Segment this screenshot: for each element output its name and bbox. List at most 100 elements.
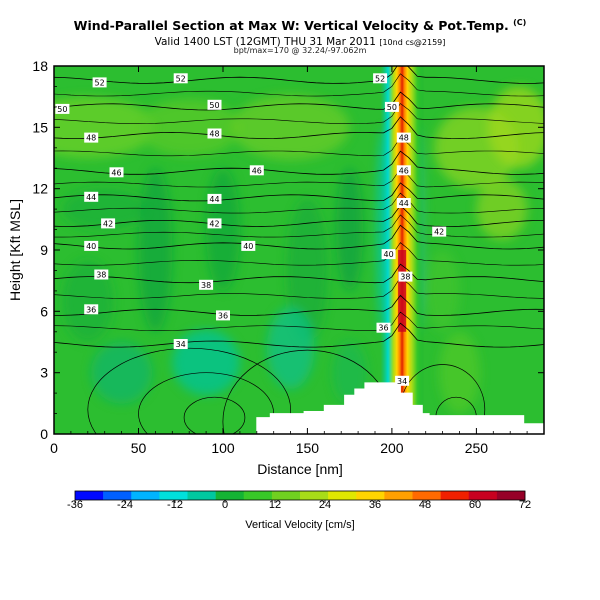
- label-box: [207, 99, 222, 110]
- pot-temp-label: 42: [101, 218, 116, 229]
- label-text: 52: [375, 74, 385, 83]
- pot-temp-label: 52: [373, 73, 388, 84]
- colorbar-segment: [300, 491, 329, 500]
- label-text: 52: [176, 74, 186, 83]
- label-box: [376, 322, 391, 333]
- y-tick-label: 12: [32, 181, 48, 197]
- colorbar-tick-label: 72: [519, 499, 531, 511]
- label-text: 42: [209, 219, 219, 228]
- label-box: [216, 310, 230, 321]
- pot-temp-label: 40: [84, 240, 99, 251]
- colorbar-segment: [103, 491, 132, 500]
- label-text: 46: [399, 166, 409, 175]
- x-tick-label: 50: [131, 440, 147, 456]
- label-text: 40: [243, 242, 253, 251]
- colorbar-segment: [384, 491, 413, 500]
- label-box: [395, 375, 410, 386]
- colorbar-tick-label: 0: [222, 499, 228, 511]
- colorbar-segment: [243, 491, 273, 500]
- velocity-patch: [488, 86, 544, 169]
- colorbar-tick-label: 60: [469, 499, 481, 511]
- pot-temp-label: 50: [384, 101, 399, 112]
- pot-temp-label: 40: [241, 240, 256, 251]
- label-text: 40: [86, 242, 96, 251]
- pot-temp-label: 36: [84, 304, 99, 315]
- pot-temp-label: 46: [109, 167, 124, 178]
- velocity-patch: [138, 168, 173, 332]
- label-box: [398, 271, 413, 282]
- x-tick-label: 250: [465, 440, 489, 456]
- pot-temp-label: 50: [207, 99, 222, 110]
- colorbar-segment: [356, 491, 385, 500]
- x-tick-label: 200: [380, 440, 404, 456]
- pot-temp-contour-34: [54, 322, 544, 348]
- label-text: 38: [96, 271, 106, 280]
- label-text: 38: [201, 281, 211, 290]
- pot-temp-label: 44: [207, 193, 222, 204]
- y-tick-label: 9: [40, 242, 48, 258]
- colorbar-tick-label: 48: [419, 499, 431, 511]
- pot-temp-contour-44: [54, 182, 544, 202]
- pot-temp-label: 44: [84, 191, 99, 202]
- run-info-text: [10nd cs@2159]: [379, 38, 446, 47]
- label-text: 36: [86, 305, 96, 314]
- pot-temp-contour-minor: [54, 311, 544, 331]
- pot-temp-label: 34: [173, 339, 188, 349]
- y-tick-label: 6: [40, 303, 48, 319]
- pot-temp-contour-38: [54, 263, 544, 284]
- colorbar: -36 -24 -12 0 12 24 36 48 60 72: [67, 490, 531, 511]
- label-box: [207, 218, 222, 229]
- label-box: [84, 191, 99, 202]
- label-box: [84, 132, 99, 143]
- label-box: [207, 193, 222, 204]
- velocity-patch: [172, 329, 240, 396]
- pot-temp-label: 48: [207, 128, 222, 139]
- label-box: [173, 339, 188, 349]
- pot-temp-contour-minor: [54, 103, 544, 125]
- x-axis: 0 50 100 150 200 250: [50, 66, 528, 456]
- pot-temp-closed-contour: [183, 396, 246, 434]
- colorbar-segment: [496, 491, 526, 500]
- colorbar-segment: [440, 491, 470, 500]
- label-text: 50: [209, 101, 219, 110]
- label-text: 50: [387, 103, 397, 112]
- label-box: [92, 77, 107, 88]
- x-tick-label: 150: [296, 440, 320, 456]
- label-box: [396, 132, 411, 143]
- pot-temp-contour-minor: [54, 192, 544, 214]
- pot-temp-contour-minor: [54, 168, 544, 188]
- chart-title: Wind-Parallel Section at Max W: Vertical…: [0, 18, 600, 33]
- pot-temp-contour-42: [54, 205, 544, 227]
- label-box: [109, 167, 124, 178]
- colorbar-tick-label: 24: [319, 499, 331, 511]
- y-axis-title: Height [Kft MSL]: [7, 199, 23, 301]
- label-text: 34: [397, 377, 407, 386]
- label-text: 44: [399, 199, 409, 208]
- label-box: [396, 165, 411, 176]
- pot-temp-label: 44: [396, 198, 411, 208]
- location-info-line: bpt/max=170 @ 32.24/-97.062m: [233, 46, 367, 55]
- velocity-patch: [62, 260, 114, 342]
- y-tick-label: 15: [32, 119, 48, 135]
- label-box: [84, 240, 99, 251]
- x-axis-title: Distance [nm]: [257, 461, 343, 477]
- y-tick-label: 18: [32, 58, 48, 74]
- pot-temp-contour-50: [54, 91, 544, 111]
- valid-time-line: Valid 1400 LST (12GMT) THU 31 Mar 2011 […: [0, 36, 600, 48]
- pot-temp-contour-36: [54, 294, 544, 316]
- velocity-patch: [425, 250, 460, 332]
- pot-temp-contour-48: [54, 116, 544, 140]
- pot-temp-label: 38: [94, 269, 109, 280]
- pot-temp-contour-minor: [54, 214, 544, 238]
- pot-temp-contour-52: [54, 66, 544, 84]
- pot-temp-label: 36: [376, 322, 391, 333]
- label-box: [199, 279, 214, 290]
- pot-temp-contour-minor: [54, 242, 544, 266]
- x-tick-label: 0: [50, 440, 58, 456]
- colorbar-tick-label: 36: [369, 499, 381, 511]
- label-text: 42: [103, 219, 113, 228]
- label-text: 46: [252, 166, 262, 175]
- velocity-patch: [54, 96, 156, 158]
- velocity-patch: [266, 307, 315, 389]
